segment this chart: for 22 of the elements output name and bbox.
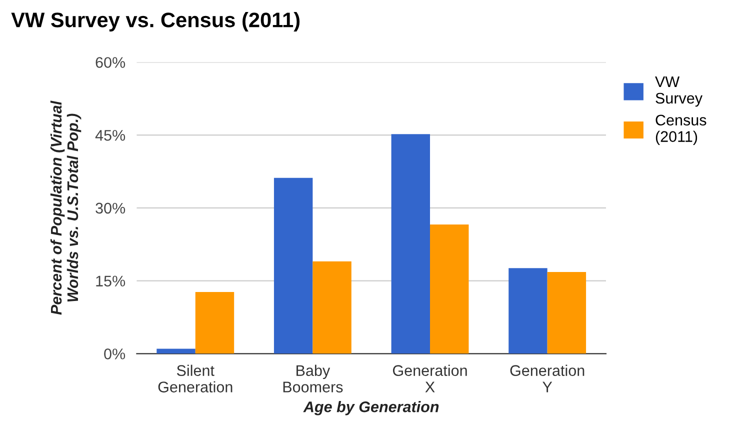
x-tick-label: Generation Y (510, 364, 584, 392)
bar (391, 134, 430, 354)
x-tick-label: Baby Boomers (283, 364, 343, 392)
x-tick-label: Silent Generation (158, 364, 232, 392)
legend-label: VW Survey (655, 76, 702, 107)
bar (195, 292, 234, 354)
y-tick-label: 45% (95, 130, 126, 141)
bar (156, 348, 196, 354)
bar (547, 272, 586, 354)
y-tick-label: 15% (96, 276, 126, 286)
y-tick-label: 0% (104, 348, 126, 360)
x-axis-title: Age by Generation (303, 401, 439, 416)
bar (508, 268, 548, 354)
chart-title: VW Survey vs. Census (2011) (11, 12, 300, 32)
y-axis-title: Percent of Population (Virtual Worlds vs. U.S.Total Pop.) (50, 100, 82, 315)
y-tick-label: 30% (96, 202, 126, 214)
bar (312, 261, 352, 354)
bar (430, 224, 469, 354)
y-tick-label: 60% (96, 57, 126, 68)
bar (274, 178, 313, 354)
legend-label: Census (2011) (656, 114, 706, 145)
x-tick-label: Generation X (392, 364, 467, 392)
